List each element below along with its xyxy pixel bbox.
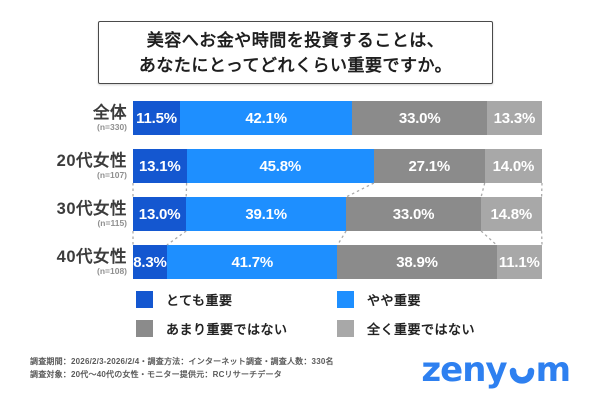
bar-segment: 38.9% — [337, 245, 497, 279]
stacked-bar: 13.1% 45.8% 27.1% 14.0% — [133, 149, 542, 183]
legend-item: あまり重要ではない — [136, 319, 337, 338]
segment-value-label: 13.3% — [493, 109, 536, 127]
bar-segment: 14.0% — [484, 149, 542, 183]
bar-segment: 8.3% — [133, 245, 167, 279]
segment-value-label: 11.1% — [498, 253, 540, 271]
category-sample-size: (n=108) — [97, 265, 127, 276]
bar-segment: 14.8% — [481, 197, 542, 231]
title-box: 美容へお金や時間を投資することは、 あなたにとってどれくらい重要ですか。 — [98, 21, 493, 84]
category-label-block: 全体 (n=330) — [20, 101, 127, 135]
connector-lines — [132, 182, 543, 246]
chart-legend: とても重要 やや重要あまり重要ではない 全く重要ではない — [136, 285, 546, 343]
legend-label: とても重要 — [166, 293, 233, 308]
segment-value-label: 45.8% — [259, 157, 301, 175]
category-label: 全体 — [93, 103, 127, 122]
logo-text: m — [535, 350, 571, 390]
chart-row: 40代女性 (n=108) 8.3% 41.7% 38.9% 11.1% — [0, 245, 600, 279]
category-label: 20代女性 — [56, 151, 127, 170]
category-label-block: 30代女性 (n=115) — [20, 197, 127, 231]
chart-row: 20代女性 (n=107) 13.1% 45.8% 27.1% 14.0% — [0, 149, 600, 183]
bar-segment: 13.0% — [133, 197, 187, 231]
segment-value-label: 33.0% — [392, 205, 435, 223]
bar-segment: 27.1% — [373, 149, 485, 183]
bar-segment: 39.1% — [186, 197, 347, 231]
bar-segment: 41.7% — [166, 245, 338, 279]
segment-value-label: 33.0% — [398, 109, 441, 127]
bar-segment: 42.1% — [180, 101, 353, 135]
connector-line — [480, 230, 498, 246]
segment-value-label: 13.0% — [138, 205, 181, 223]
segment-value-label: 13.1% — [139, 157, 181, 175]
legend-item: とても重要 — [136, 290, 337, 309]
bar-segment: 13.3% — [487, 101, 542, 135]
bar-segment: 11.5% — [133, 101, 181, 135]
segment-value-label: 11.5% — [136, 109, 177, 127]
legend-label: やや重要 — [367, 293, 422, 308]
segment-value-label: 14.8% — [490, 205, 533, 223]
legend-item: やや重要 — [337, 290, 546, 309]
segment-value-label: 39.1% — [245, 205, 287, 223]
smile-u-icon — [509, 367, 534, 384]
stacked-bar: 8.3% 41.7% 38.9% 11.1% — [133, 245, 542, 279]
category-sample-size: (n=107) — [97, 169, 127, 180]
category-label-block: 20代女性 (n=107) — [20, 149, 127, 183]
legend-swatch — [136, 291, 153, 308]
logo-text: zeny — [421, 350, 507, 390]
title-line-2: あなたにとってどれくらい重要ですか。 — [138, 55, 453, 75]
stacked-bar: 11.5% 42.1% 33.0% 13.3% — [133, 101, 542, 135]
legend-swatch — [337, 291, 354, 308]
bar-segment: 33.0% — [346, 197, 482, 231]
category-label: 40代女性 — [56, 247, 127, 266]
chart-row: 30代女性 (n=115) 13.0% 39.1% 33.0% 14.8% — [0, 197, 600, 231]
survey-note-line-1: 調査期間：2026/2/3-2026/2/4・調査方法：インターネット調査・調査… — [30, 357, 334, 366]
legend-item: 全く重要ではない — [337, 319, 546, 338]
segment-value-label: 14.0% — [492, 157, 535, 175]
title-line-1: 美容へお金や時間を投資することは、 — [146, 30, 445, 50]
survey-note-line-2: 調査対象：20代～40代の女性・モニター提供元：RCリサーチデータ — [30, 370, 282, 379]
bar-segment: 33.0% — [352, 101, 488, 135]
survey-notes: 調査期間：2026/2/3-2026/2/4・調査方法：インターネット調査・調査… — [30, 355, 334, 381]
connector-line — [336, 230, 347, 246]
segment-value-label: 41.7% — [231, 253, 273, 271]
bar-segment: 11.1% — [496, 245, 542, 279]
bar-segment: 45.8% — [186, 149, 374, 183]
segment-value-label: 27.1% — [408, 157, 451, 175]
legend-swatch — [136, 320, 153, 337]
category-sample-size: (n=330) — [97, 121, 127, 132]
legend-swatch — [337, 320, 354, 337]
category-label: 30代女性 — [56, 199, 127, 218]
category-sample-size: (n=115) — [97, 217, 127, 228]
bar-segment: 13.1% — [133, 149, 187, 183]
legend-label: あまり重要ではない — [166, 322, 288, 337]
segment-value-label: 38.9% — [396, 253, 438, 271]
chart-row: 全体 (n=330) 11.5% 42.1% 33.0% 13.3% — [0, 101, 600, 135]
category-label-block: 40代女性 (n=108) — [20, 245, 127, 279]
zenyum-logo: zeny m — [421, 348, 571, 392]
stacked-bar: 13.0% 39.1% 33.0% 14.8% — [133, 197, 542, 231]
segment-value-label: 8.3% — [133, 253, 167, 271]
segment-value-label: 42.1% — [245, 109, 287, 127]
connector-line — [166, 230, 187, 246]
connector-line — [480, 182, 486, 198]
connector-line — [345, 182, 375, 198]
legend-label: 全く重要ではない — [367, 322, 476, 337]
